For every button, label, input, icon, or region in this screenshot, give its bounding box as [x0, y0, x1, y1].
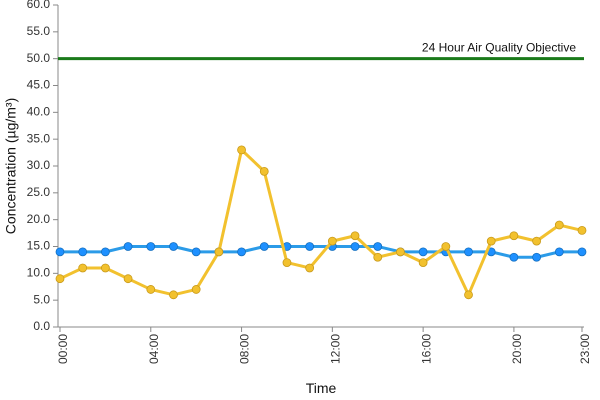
series-2-point: [350, 231, 360, 241]
y-tick-label: 0.0: [33, 319, 50, 333]
y-tick-label: 15.0: [27, 239, 51, 253]
y-tick-label: 55.0: [27, 24, 51, 38]
series-1-point: [305, 242, 315, 251]
y-tick-label: 45.0: [27, 78, 51, 92]
series-2-point: [214, 247, 224, 257]
x-tick-label: 23:00: [578, 334, 592, 364]
y-tick-label: 20.0: [27, 212, 51, 226]
series-2: [55, 145, 587, 300]
objective-line-group: 24 Hour Air Quality Objective: [58, 41, 584, 61]
y-axis: 0.0 5.0 10.0 15.0 20.0 25.0 30.0 35.0 40.0 45.0 50…: [27, 0, 59, 333]
y-axis-title: Concentration (µg/m³): [3, 98, 19, 234]
series-1: [55, 242, 587, 262]
series-1-point: [509, 252, 519, 262]
y-tick-label: 60.0: [27, 0, 51, 11]
series-1-point: [577, 247, 587, 257]
series-1-point: [55, 247, 65, 257]
series-2-point: [259, 166, 269, 176]
series-1-point: [123, 242, 133, 251]
y-tick-label: 10.0: [27, 266, 51, 280]
series-2-point: [396, 247, 405, 257]
series-1-point: [169, 242, 178, 251]
x-tick-label: 16:00: [419, 334, 433, 364]
series-2-point: [509, 231, 519, 241]
y-tick-label: 30.0: [27, 158, 51, 172]
series-1-point: [464, 247, 473, 257]
series-1-point: [373, 242, 383, 251]
x-axis-title: Time: [306, 380, 337, 396]
x-tick-label: 20:00: [510, 334, 524, 364]
y-tick-label: 25.0: [27, 185, 51, 199]
series-1-point: [532, 252, 542, 262]
y-tick-label: 35.0: [27, 131, 51, 145]
series-1-point: [350, 242, 360, 251]
series-2-point: [282, 258, 292, 268]
series-1-point: [237, 247, 246, 257]
series-2-point: [532, 236, 542, 246]
series-1-point: [100, 247, 110, 257]
series-2-point: [123, 274, 133, 284]
y-tick-label: 40.0: [27, 105, 51, 119]
series-2-point: [373, 252, 383, 262]
x-tick-labels: 00:00 04:00 08:00 12:00 16:00 20:00 23:00: [56, 327, 592, 364]
series-2-point: [577, 225, 587, 235]
series-2-point: [55, 274, 65, 284]
x-tick-label: 00:00: [56, 334, 70, 364]
y-tick-label: 5.0: [33, 292, 50, 306]
y-tick-labels: 0.0 5.0 10.0 15.0 20.0 25.0 30.0 35.0 40.0 45.0 50…: [27, 0, 58, 333]
series-2-line: [59, 148, 583, 297]
objective-label: 24 Hour Air Quality Objective: [422, 41, 576, 55]
series-2-point: [305, 263, 315, 273]
series-1-point: [78, 247, 88, 257]
series-1-point: [554, 247, 564, 257]
x-tick-label: 04:00: [147, 334, 161, 364]
series-2-point: [327, 236, 337, 246]
series-1-point: [418, 247, 428, 257]
series-2-point: [78, 263, 88, 273]
series-2-point: [554, 220, 564, 230]
y-tick-label: 50.0: [27, 51, 51, 65]
x-tick-label: 08:00: [238, 334, 252, 364]
series-2-point: [191, 285, 201, 294]
series-2-point: [486, 236, 496, 246]
series-2-point: [100, 263, 110, 273]
series-2-point: [464, 290, 473, 300]
series-group: [55, 145, 587, 300]
series-2-point: [441, 242, 451, 251]
series-1-point: [259, 242, 269, 251]
series-1-point: [146, 242, 156, 251]
series-1-point: [191, 247, 201, 257]
series-2-point: [418, 258, 428, 268]
series-2-point: [146, 285, 156, 294]
series-2-point: [169, 290, 178, 300]
series-2-point: [237, 145, 246, 155]
x-tick-label: 12:00: [329, 334, 343, 364]
x-axis: 00:00 04:00 08:00 12:00 16:00 20:00 23:00: [56, 326, 592, 364]
